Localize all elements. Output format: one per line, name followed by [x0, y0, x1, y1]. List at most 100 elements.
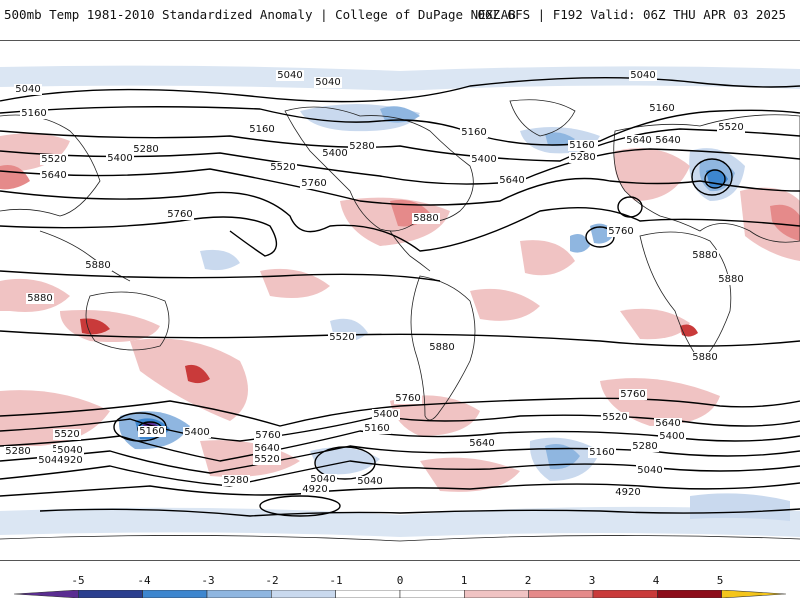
colorbar-tick: 2 — [524, 574, 532, 587]
contour-label-bg — [460, 127, 488, 138]
contour-label-bg — [56, 455, 84, 466]
colorbar-segment — [657, 590, 722, 598]
contour-label: 5160 — [461, 127, 486, 138]
contour-label: 5880 — [429, 342, 454, 353]
colorbar-segment — [721, 590, 786, 598]
global-anomaly-map: 5040 5040 5040 5040 5160 5160 5160 5160 5280 5280… — [0, 40, 800, 561]
contour-label-bg — [356, 476, 384, 487]
contour-label: 5280 — [632, 441, 657, 452]
contour-label: 5280 — [5, 446, 30, 457]
contour-label-bg — [106, 153, 134, 164]
colorbar-tick: 3 — [588, 574, 596, 587]
colorbar-tick: -1 — [329, 574, 343, 587]
colorbar-tick: -4 — [137, 574, 151, 587]
contour-label-bg — [276, 70, 304, 81]
contour-label: 5760 — [608, 226, 633, 237]
contour-label-bg — [132, 144, 160, 155]
contour-label: 5400 — [659, 431, 684, 442]
colorbar-segment — [528, 590, 594, 598]
contour-label: 5640 — [41, 170, 66, 181]
contour-label: 5280 — [349, 141, 374, 152]
contour-label-bg — [4, 446, 32, 457]
contour-label: 5160 — [249, 124, 274, 135]
contour-label: 5640 — [626, 135, 651, 146]
contour-label: 5040 — [315, 77, 340, 88]
contour-label: 5160 — [21, 108, 46, 119]
colorbar-segment — [14, 590, 79, 598]
contour-label: 5040 — [38, 455, 63, 466]
contour-label: 5640 — [499, 175, 524, 186]
contour-label: 5520 — [270, 162, 295, 173]
contour-label-bg — [84, 260, 112, 271]
colorbar-segment — [592, 590, 658, 598]
contour-label-bg — [717, 122, 745, 133]
contour-label: 5520 — [41, 154, 66, 165]
contour-label-bg — [321, 148, 349, 159]
contour-label: 5880 — [718, 274, 743, 285]
contour-label-bg — [619, 389, 647, 400]
contour-label-bg — [468, 438, 496, 449]
contour-label: 5040 — [15, 84, 40, 95]
contour-label: 5760 — [395, 393, 420, 404]
contour-label: 5280 — [223, 475, 248, 486]
contour-label-bg — [269, 162, 297, 173]
contour-label: 5400 — [322, 148, 347, 159]
contour-label-bg — [568, 140, 596, 151]
colorbar-tick: 5 — [716, 574, 724, 587]
contour-label: 5520 — [329, 332, 354, 343]
contour-label: 5400 — [471, 154, 496, 165]
contour-label-bg — [394, 393, 422, 404]
contour-label-bg — [654, 418, 682, 429]
contour-label-bg — [138, 426, 166, 437]
contour-label-bg — [222, 475, 250, 486]
contour-label-bg — [348, 141, 376, 152]
contour-label: 5880 — [85, 260, 110, 271]
colorbar-tick: -5 — [71, 574, 85, 587]
contour-label: 5880 — [692, 250, 717, 261]
colorbar-tick: -3 — [201, 574, 215, 587]
contour-label: 5880 — [692, 352, 717, 363]
contour-label-bg — [601, 412, 629, 423]
contour-label: 5760 — [301, 178, 326, 189]
colorbar-tick: -2 — [265, 574, 279, 587]
contour-label: 5040 — [310, 474, 335, 485]
coastlines — [0, 99, 800, 542]
contour-label-bg — [498, 175, 526, 186]
colorbar-segment — [142, 590, 208, 598]
contour-label-bg — [372, 409, 400, 420]
colorbar-segment — [335, 590, 401, 598]
contour-label: 5040 — [57, 445, 82, 456]
contour-label-bg — [569, 152, 597, 163]
contour-label-bg — [183, 427, 211, 438]
contour-label: 5160 — [569, 140, 594, 151]
contour-label-bg — [654, 135, 682, 146]
contour-label-bg — [648, 103, 676, 114]
contour-label-bg — [314, 77, 342, 88]
contour-label: 5280 — [570, 152, 595, 163]
contour-label: 5520 — [718, 122, 743, 133]
contour-label: 5760 — [167, 209, 192, 220]
contour-label-bg — [40, 154, 68, 165]
contour-label: 5640 — [655, 135, 680, 146]
contour-label-bg — [607, 226, 635, 237]
colorbar-tick: 1 — [460, 574, 468, 587]
colorbar-ticks: -5 -4 -3 -2 -1 0 1 2 3 4 5 — [0, 574, 800, 590]
contour-label-bg — [301, 484, 329, 495]
contour-label-bg — [300, 178, 328, 189]
contour-label: 5040 — [637, 465, 662, 476]
colorbar-segment — [206, 590, 272, 598]
contour-label-bg — [691, 352, 719, 363]
contour-label: 5760 — [620, 389, 645, 400]
contour-label-bg — [14, 84, 42, 95]
contour-label: 5040 — [277, 70, 302, 81]
contour-label: 5160 — [364, 423, 389, 434]
contour-label: 5040 — [357, 476, 382, 487]
contour-label: 5400 — [184, 427, 209, 438]
contour-label-bg — [717, 274, 745, 285]
colorbar-segment — [464, 590, 529, 598]
contour-label-bg — [658, 431, 686, 442]
contour-label: 5160 — [589, 447, 614, 458]
colorbar-tick: 4 — [652, 574, 660, 587]
